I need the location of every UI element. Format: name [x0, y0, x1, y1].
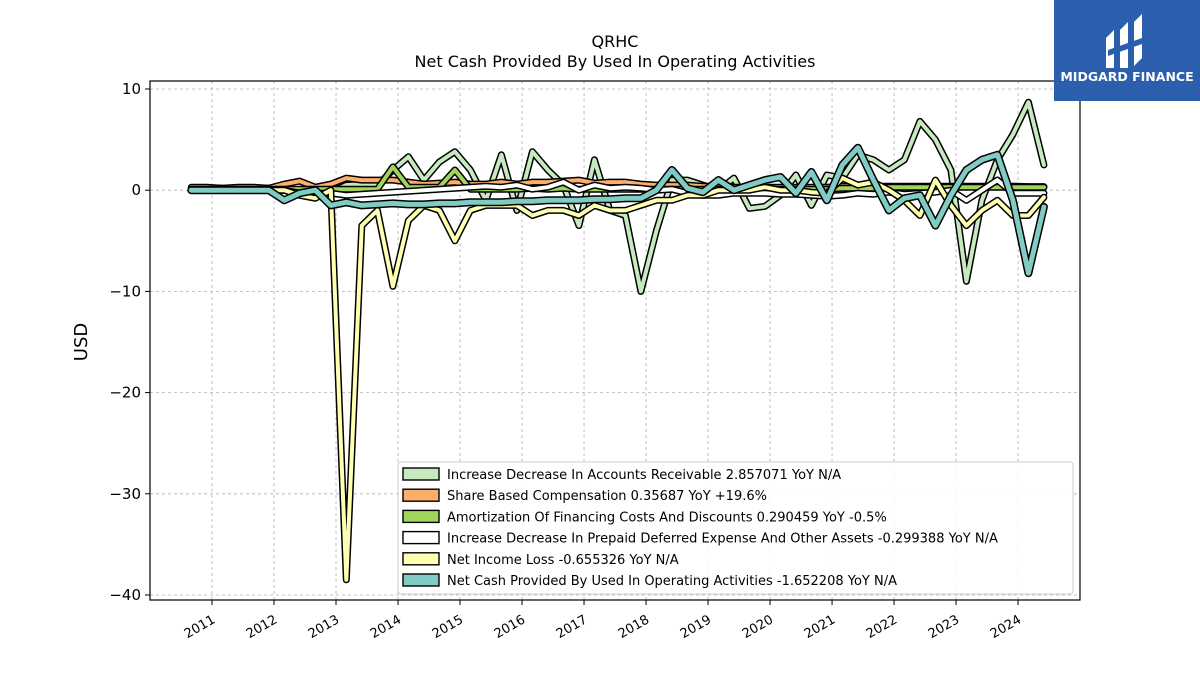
- y-axis: 10 0 −10 −20 −30 −40: [109, 80, 150, 604]
- y-tick-label: 10: [122, 80, 141, 98]
- legend-box: [397, 461, 1074, 595]
- y-axis-label: USD: [71, 323, 92, 361]
- legend-entry: Increase Decrease In Prepaid Deferred Ex…: [402, 530, 998, 547]
- legend-label: Increase Decrease In Accounts Receivable…: [447, 468, 841, 483]
- legend-swatch: [402, 509, 440, 524]
- legend-label: Increase Decrease In Prepaid Deferred Ex…: [447, 532, 998, 547]
- legend-swatch: [402, 552, 440, 566]
- series-layer: [187, 98, 1048, 584]
- legend-entry: Increase Decrease In Accounts Receivable…: [402, 467, 841, 483]
- chart-subtitle: Net Cash Provided By Used In Operating A…: [415, 52, 816, 71]
- legend-entry: Share Based Compensation 0.35687 YoY +19…: [402, 488, 767, 504]
- legend-entry: Net Cash Provided By Used In Operating A…: [402, 573, 897, 589]
- legend-swatch: [402, 488, 440, 502]
- legend: Increase Decrease In Accounts Receivable…: [397, 461, 1074, 595]
- plot-frame: [149, 80, 1081, 601]
- legend-swatch: [402, 573, 440, 587]
- legend-label: Net Cash Provided By Used In Operating A…: [447, 574, 897, 589]
- brand-logo: MIDGARD FINANCE: [1054, 0, 1200, 101]
- y-tick-label: −40: [109, 586, 141, 604]
- legend-entry: Net Income Loss -0.655326 YoY N/A: [402, 552, 679, 568]
- y-tick-label: −10: [109, 282, 141, 300]
- legend-entry: Amortization Of Financing Costs And Disc…: [402, 509, 887, 525]
- legend-label: Share Based Compensation 0.35687 YoY +19…: [447, 489, 767, 504]
- chart-title: QRHC: [592, 32, 639, 51]
- brand-name: MIDGARD FINANCE: [1060, 69, 1193, 84]
- y-tick-label: 0: [131, 181, 141, 199]
- brand-mark-icon: [1106, 14, 1142, 68]
- y-tick-label: −20: [109, 384, 141, 402]
- series-line: [187, 143, 1048, 278]
- y-tick-label: −30: [109, 485, 141, 503]
- legend-swatch: [402, 530, 440, 545]
- legend-swatch: [402, 467, 440, 481]
- legend-label: Net Income Loss -0.655326 YoY N/A: [447, 553, 679, 568]
- legend-label: Amortization Of Financing Costs And Disc…: [447, 510, 887, 525]
